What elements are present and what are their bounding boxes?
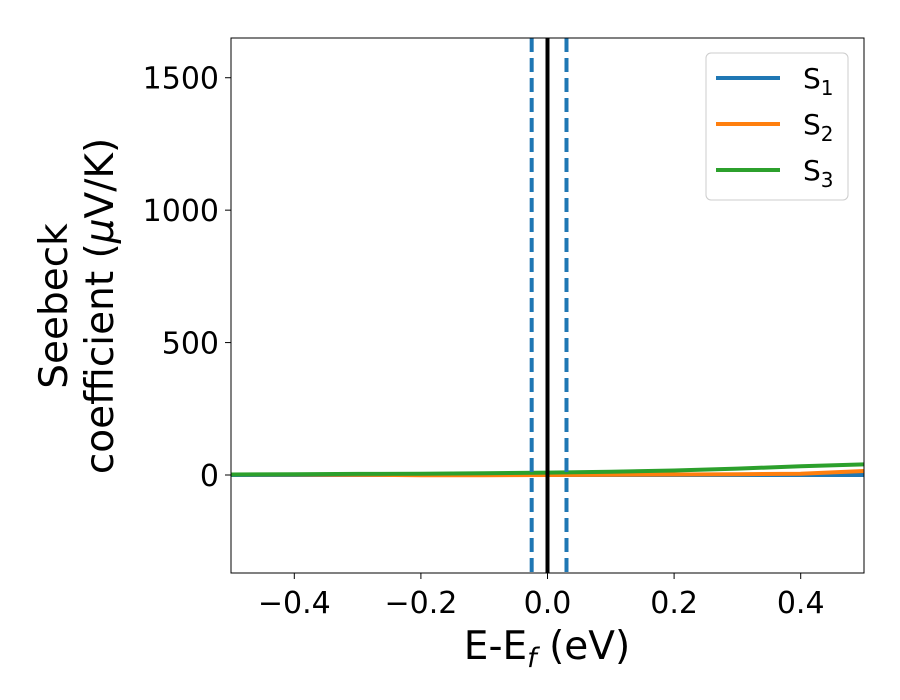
legend-box: [705, 52, 849, 201]
y-axis: 0 500 1000 1500: [143, 62, 231, 494]
legend-label-S1: S1: [803, 62, 834, 100]
x-tick-label: −0.2: [384, 586, 457, 621]
y-tick-label: 500: [162, 327, 219, 362]
y-axis-title-prefix: coefficient (: [78, 243, 123, 474]
legend-label-S2: S2: [803, 108, 834, 146]
x-axis: −0.4 −0.2 0.0 0.2 0.4: [258, 573, 825, 621]
y-axis-title-suffix: V/K): [78, 138, 123, 219]
y-tick-label: 0: [200, 459, 219, 494]
x-tick-label: 0.4: [777, 586, 825, 621]
y-axis-title-line1: Seebeck: [32, 223, 77, 389]
x-tick-label: −0.4: [258, 586, 331, 621]
x-tick-label: 0.0: [524, 586, 572, 621]
y-axis-title-line2: coefficient (μV/K): [78, 138, 123, 474]
x-axis-title-main: E-E: [464, 624, 527, 669]
x-tick-label: 0.2: [650, 586, 698, 621]
x-axis-title-unit: (eV): [537, 624, 631, 669]
legend: S1 S2 S3: [705, 52, 849, 201]
y-axis-title: Seebeck coefficient (μV/K): [32, 138, 123, 474]
plot-area: [230, 38, 865, 573]
y-tick-label: 1000: [143, 194, 219, 229]
y-tick-label: 1500: [143, 62, 219, 97]
legend-label-S3: S3: [803, 154, 834, 192]
x-axis-title: E-Ef (eV): [464, 624, 630, 674]
y-axis-title-mu: μ: [78, 218, 123, 244]
